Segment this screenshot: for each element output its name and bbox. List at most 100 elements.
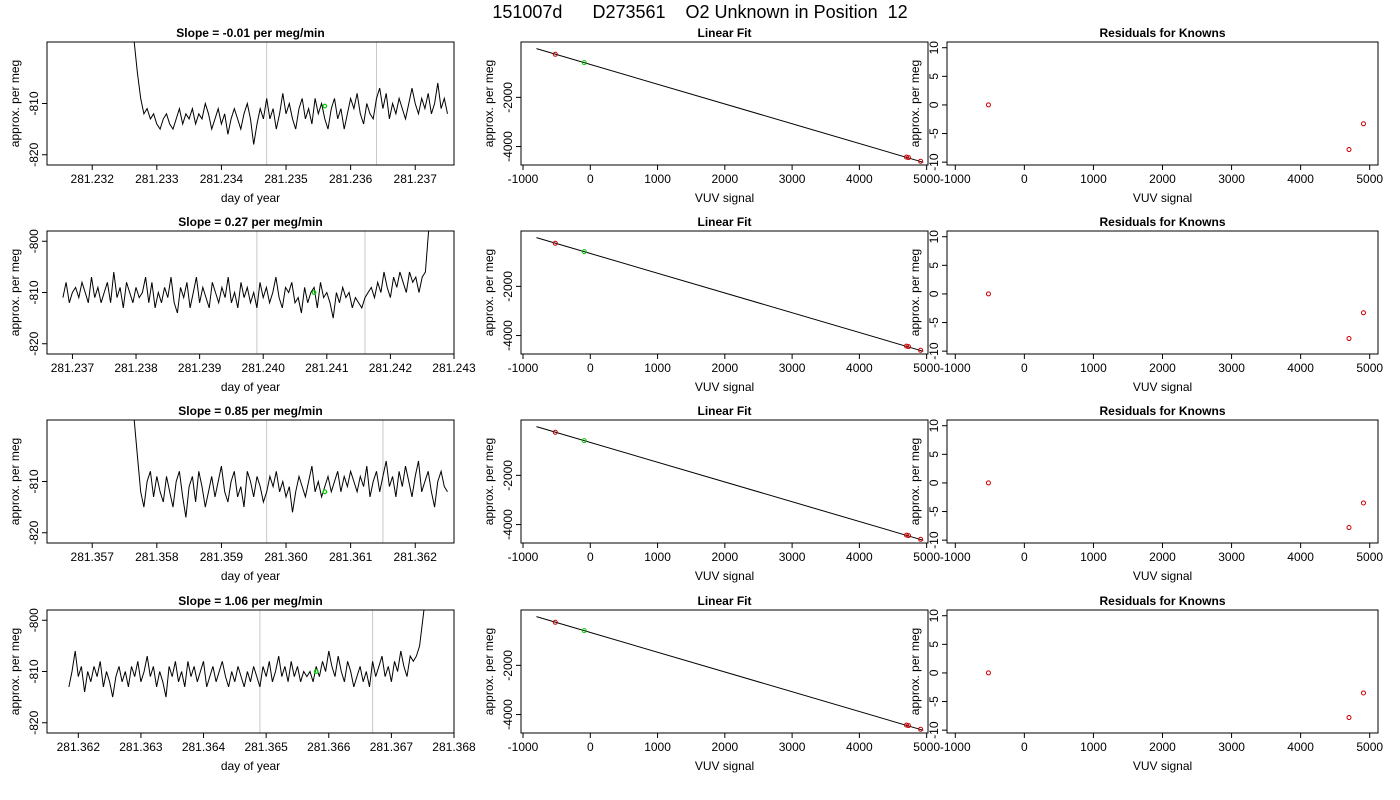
x-tick-label: 1000 bbox=[644, 361, 671, 375]
y-tick-label: 10 bbox=[927, 609, 941, 623]
x-tick-label: 281.360 bbox=[264, 550, 308, 564]
x-tick-label: 5000 bbox=[1356, 172, 1383, 186]
x-tick-label: 281.357 bbox=[71, 550, 115, 564]
data-point bbox=[985, 102, 991, 108]
x-tick-label: 0 bbox=[1021, 172, 1028, 186]
y-tick-label: -5 bbox=[927, 506, 941, 517]
y-tick-label: -810 bbox=[27, 91, 41, 115]
y-axis-label: approx. per meg bbox=[482, 438, 496, 525]
plot-frame bbox=[946, 609, 1379, 734]
y-tick-label: 5 bbox=[927, 262, 941, 269]
x-axis-label: VUV signal bbox=[1133, 759, 1192, 773]
plot-frame bbox=[946, 230, 1379, 355]
data-point bbox=[581, 60, 587, 66]
plot-title: Slope = 0.27 per meg/min bbox=[178, 215, 322, 229]
x-tick-label: 1000 bbox=[1080, 550, 1107, 564]
data-point bbox=[1346, 336, 1352, 342]
x-tick-label: -1000 bbox=[940, 361, 971, 375]
x-tick-label: 3000 bbox=[1218, 361, 1245, 375]
x-axis-label: VUV signal bbox=[695, 569, 754, 583]
x-tick-label: 281.364 bbox=[182, 740, 226, 754]
x-tick-label: 3000 bbox=[779, 740, 806, 754]
x-tick-label: 4000 bbox=[846, 172, 873, 186]
x-tick-label: 2000 bbox=[1149, 172, 1176, 186]
data-point bbox=[903, 532, 909, 538]
y-tick-label: -820 bbox=[27, 331, 41, 355]
y-axis-label: approx. per meg bbox=[908, 249, 922, 336]
x-tick-label: -1000 bbox=[508, 550, 539, 564]
y-tick-label: 5 bbox=[927, 451, 941, 458]
data-point bbox=[1346, 715, 1352, 721]
plot-frame bbox=[946, 419, 1379, 544]
plot-title: Residuals for Knowns bbox=[1099, 404, 1225, 418]
plot-title: Slope = -0.01 per meg/min bbox=[176, 26, 324, 40]
x-tick-label: -1000 bbox=[940, 550, 971, 564]
x-tick-label: 281.362 bbox=[394, 550, 438, 564]
data-point bbox=[581, 628, 587, 634]
x-axis-label: VUV signal bbox=[1133, 191, 1192, 205]
x-tick-label: 0 bbox=[587, 550, 594, 564]
data-point bbox=[905, 533, 911, 539]
chart-panel: 281.237 281.238 281.239 281.240 281.241 281.2… bbox=[8, 215, 476, 394]
y-tick-label: 0 bbox=[927, 101, 941, 108]
x-tick-label: 3000 bbox=[1218, 550, 1245, 564]
x-tick-label: 281.233 bbox=[135, 172, 179, 186]
chart-panel: -1000 0 1000 2000 3000 4000 5000 -2000 -4000 Line… bbox=[482, 594, 940, 773]
data-point bbox=[905, 723, 911, 729]
data-point bbox=[552, 240, 558, 246]
x-tick-label: 281.363 bbox=[119, 740, 163, 754]
x-axis-label: day of year bbox=[221, 759, 280, 773]
x-tick-label: -1000 bbox=[508, 361, 539, 375]
data-point bbox=[1346, 147, 1352, 153]
data-point bbox=[918, 726, 924, 732]
plot-title: Slope = 1.06 per meg/min bbox=[178, 594, 322, 608]
y-axis-label: approx. per meg bbox=[908, 438, 922, 525]
x-tick-label: 2000 bbox=[1149, 740, 1176, 754]
x-tick-label: 5000 bbox=[1356, 740, 1383, 754]
y-tick-label: -10 bbox=[927, 342, 941, 360]
y-tick-label: -800 bbox=[27, 229, 41, 253]
x-tick-label: 281.359 bbox=[200, 550, 244, 564]
y-tick-label: -4000 bbox=[501, 320, 515, 351]
x-tick-label: 3000 bbox=[779, 361, 806, 375]
x-tick-label: 0 bbox=[587, 740, 594, 754]
y-tick-label: 10 bbox=[927, 419, 941, 433]
plot-title: Linear Fit bbox=[697, 404, 751, 418]
y-axis-label: approx. per meg bbox=[8, 438, 22, 525]
x-tick-label: 1000 bbox=[1080, 361, 1107, 375]
data-point bbox=[1360, 500, 1366, 506]
x-tick-label: 3000 bbox=[779, 172, 806, 186]
plot-title: Linear Fit bbox=[697, 594, 751, 608]
x-tick-label: 0 bbox=[587, 361, 594, 375]
plot-title: Residuals for Knowns bbox=[1099, 594, 1225, 608]
data-point bbox=[985, 670, 991, 676]
x-axis-label: VUV signal bbox=[695, 380, 754, 394]
chart-panel: 281.232 281.233 281.234 281.235 281.236 281.2… bbox=[8, 26, 455, 205]
y-tick-label: -800 bbox=[27, 608, 41, 632]
y-tick-label: 0 bbox=[927, 290, 941, 297]
x-tick-label: 0 bbox=[1021, 550, 1028, 564]
data-point bbox=[918, 347, 924, 353]
x-tick-label: 4000 bbox=[1287, 361, 1314, 375]
data-point bbox=[905, 155, 911, 161]
y-tick-label: 0 bbox=[927, 479, 941, 486]
x-tick-label: 281.239 bbox=[178, 361, 222, 375]
x-axis-label: VUV signal bbox=[695, 759, 754, 773]
x-tick-label: 3000 bbox=[1218, 740, 1245, 754]
y-axis-label: approx. per meg bbox=[8, 60, 22, 147]
plot-title: Residuals for Knowns bbox=[1099, 215, 1225, 229]
x-axis-label: day of year bbox=[221, 380, 280, 394]
x-tick-label: 281.236 bbox=[329, 172, 373, 186]
data-point bbox=[552, 429, 558, 435]
chart-panel: -1000 0 1000 2000 3000 4000 5000 -2000 -4000 Line… bbox=[482, 215, 940, 394]
fit-line bbox=[536, 48, 924, 163]
y-tick-label: -10 bbox=[927, 531, 941, 549]
x-tick-label: 281.362 bbox=[57, 740, 101, 754]
x-tick-label: 4000 bbox=[1287, 172, 1314, 186]
x-tick-label: 2000 bbox=[711, 361, 738, 375]
y-tick-label: -4000 bbox=[501, 131, 515, 162]
x-tick-label: 281.367 bbox=[370, 740, 414, 754]
y-tick-label: -4000 bbox=[501, 509, 515, 540]
y-tick-label: -5 bbox=[927, 696, 941, 707]
data-point bbox=[552, 51, 558, 57]
